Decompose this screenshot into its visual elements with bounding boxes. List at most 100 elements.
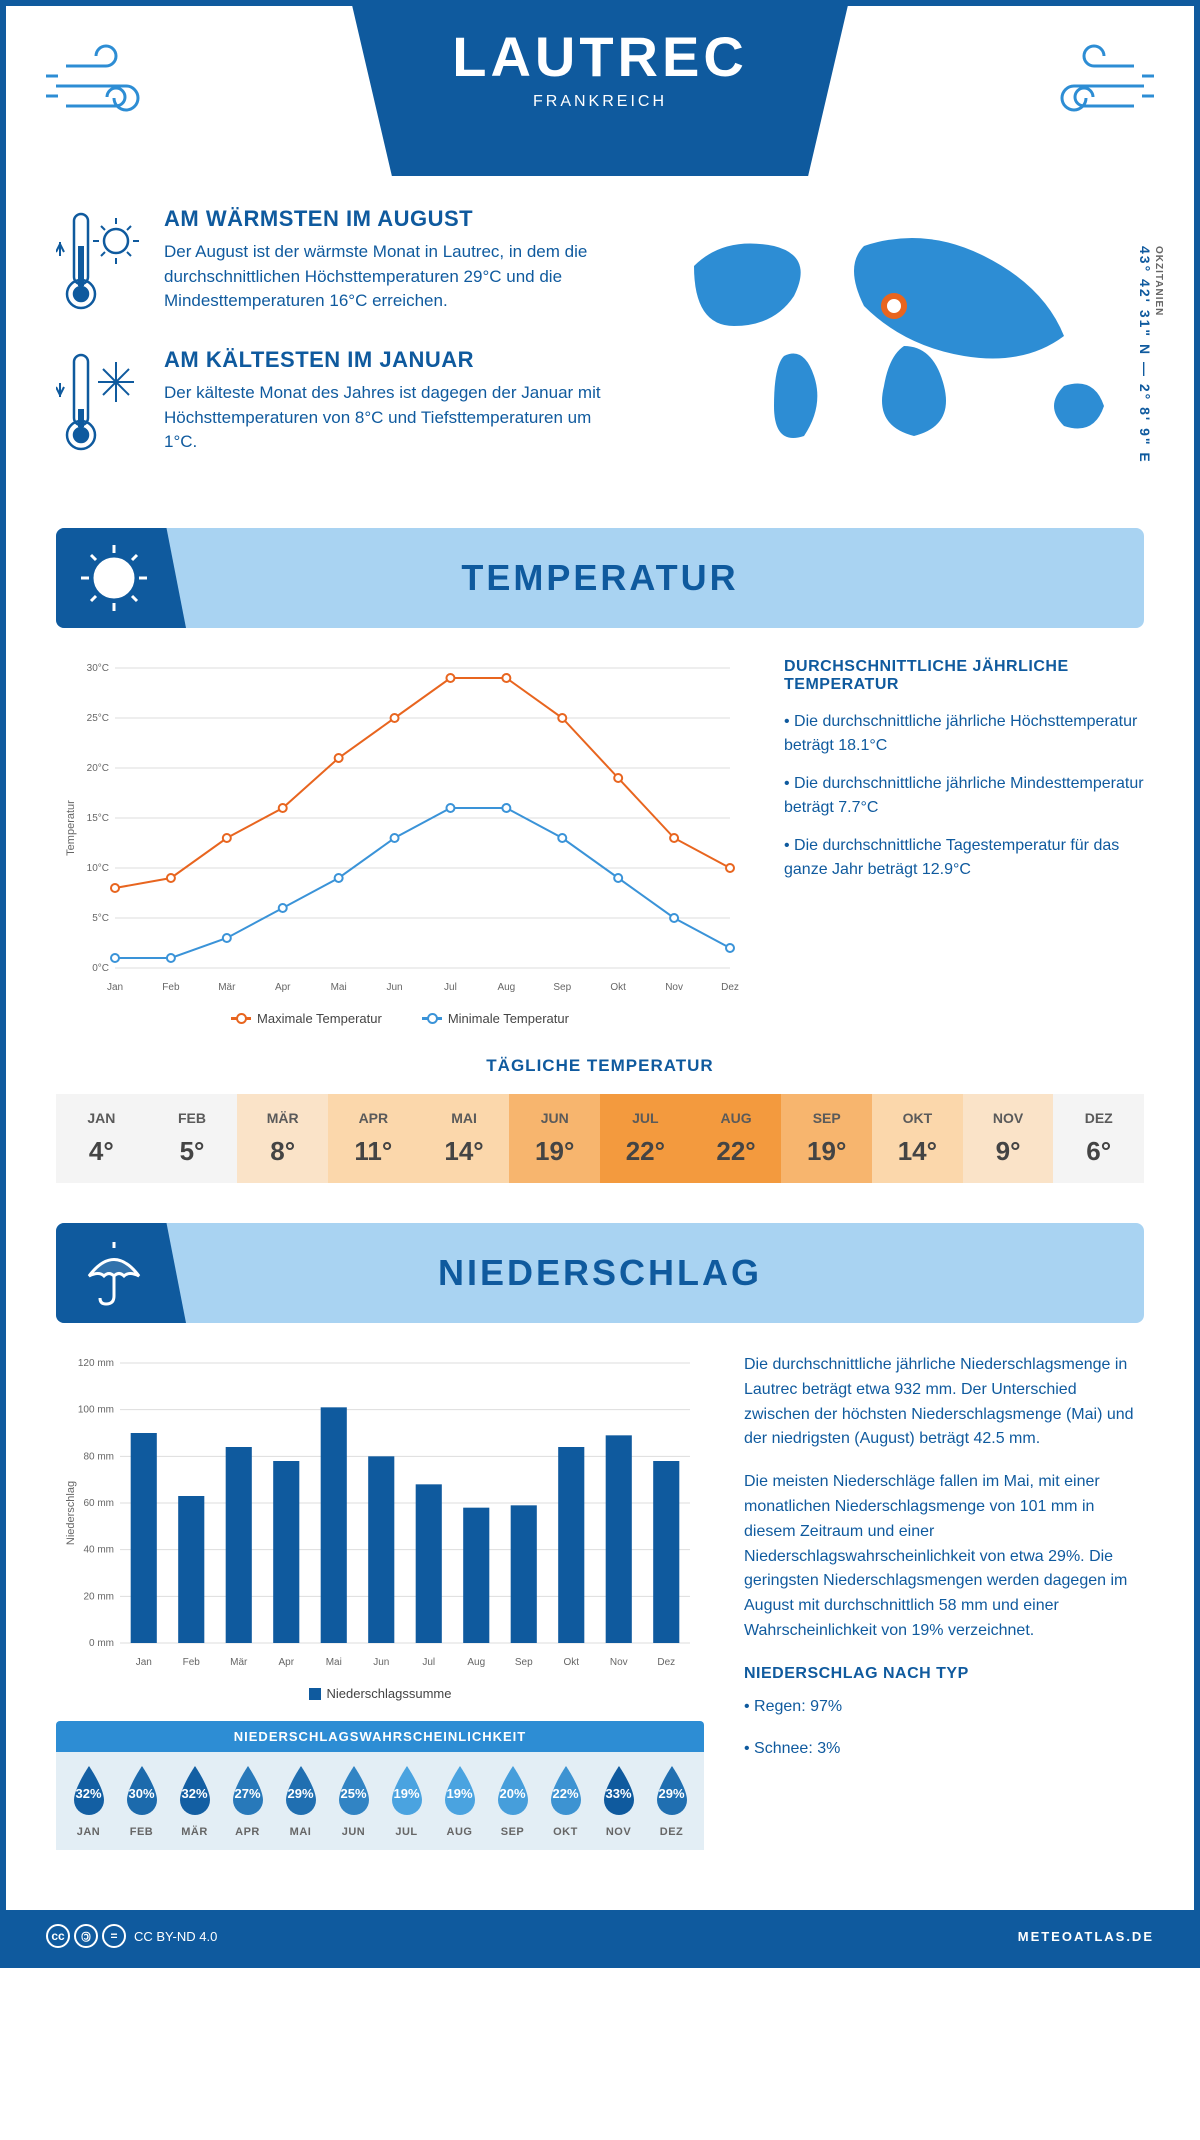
coordinates: OKZITANIEN 43° 42' 31" N — 2° 8' 9" E: [1137, 246, 1164, 464]
sun-icon: [56, 528, 186, 628]
svg-text:Aug: Aug: [497, 982, 515, 993]
license-text: CC BY-ND 4.0: [134, 1929, 217, 1944]
daily-temp-cell: NOV9°: [963, 1094, 1054, 1183]
prob-cell: 32%MÄR: [168, 1764, 221, 1838]
svg-text:Okt: Okt: [563, 1657, 579, 1668]
precip-rain: • Regen: 97%: [744, 1695, 1144, 1720]
precip-p2: Die meisten Niederschläge fallen im Mai,…: [744, 1470, 1144, 1644]
svg-text:Mai: Mai: [331, 982, 347, 993]
daily-temp-cell: JUL22°: [600, 1094, 691, 1183]
coldest-text: AM KÄLTESTEN IM JANUAR Der kälteste Mona…: [164, 347, 624, 462]
legend-max: Maximale Temperatur: [231, 1011, 382, 1026]
intro-row: AM WÄRMSTEN IM AUGUST Der August ist der…: [56, 206, 1144, 488]
prob-cell: 30%FEB: [115, 1764, 168, 1838]
svg-text:Apr: Apr: [278, 1657, 294, 1668]
daily-temp-cell: MÄR8°: [237, 1094, 328, 1183]
prob-cell: 19%AUG: [433, 1764, 486, 1838]
coldest-block: AM KÄLTESTEN IM JANUAR Der kälteste Mona…: [56, 347, 624, 462]
daily-temp-cell: MAI14°: [419, 1094, 510, 1183]
warmest-body: Der August ist der wärmste Monat in Laut…: [164, 240, 624, 314]
svg-text:Temperatur: Temperatur: [65, 800, 77, 856]
warmest-heading: AM WÄRMSTEN IM AUGUST: [164, 206, 624, 232]
svg-text:Feb: Feb: [162, 982, 180, 993]
daily-temp-cell: AUG22°: [691, 1094, 782, 1183]
svg-text:Jan: Jan: [136, 1657, 152, 1668]
svg-text:Jul: Jul: [444, 982, 457, 993]
footer: cc 🄯 = CC BY-ND 4.0 METEOATLAS.DE: [6, 1910, 1194, 1962]
prob-row: 32%JAN30%FEB32%MÄR27%APR29%MAI25%JUN19%J…: [56, 1752, 704, 1850]
prob-cell: 22%OKT: [539, 1764, 592, 1838]
footer-left: cc 🄯 = CC BY-ND 4.0: [46, 1924, 217, 1948]
coords-main: 43° 42' 31" N — 2° 8' 9" E: [1137, 246, 1153, 464]
warmest-text: AM WÄRMSTEN IM AUGUST Der August ist der…: [164, 206, 624, 321]
precip-p1: Die durchschnittliche jährliche Niedersc…: [744, 1353, 1144, 1452]
prob-heading: NIEDERSCHLAGSWAHRSCHEINLICHKEIT: [56, 1721, 704, 1752]
precip-type-heading: NIEDERSCHLAG NACH TYP: [744, 1662, 1144, 1687]
wind-icon-left: [46, 36, 176, 141]
temp-fact-2: • Die durchschnittliche jährliche Mindes…: [784, 772, 1144, 820]
svg-text:15°C: 15°C: [87, 813, 109, 824]
precip-legend: Niederschlagssumme: [56, 1686, 704, 1701]
by-icon: 🄯: [74, 1924, 98, 1948]
precip-section-banner: NIEDERSCHLAG: [56, 1223, 1144, 1323]
daily-temp-cell: DEZ6°: [1053, 1094, 1144, 1183]
cc-icons: cc 🄯 =: [46, 1924, 126, 1948]
svg-text:Mär: Mär: [230, 1657, 248, 1668]
content: AM WÄRMSTEN IM AUGUST Der August ist der…: [6, 176, 1194, 1910]
svg-text:40 mm: 40 mm: [83, 1545, 114, 1556]
intro-left: AM WÄRMSTEN IM AUGUST Der August ist der…: [56, 206, 624, 488]
precip-row: Niederschlag0 mm20 mm40 mm60 mm80 mm100 …: [56, 1353, 1144, 1850]
cc-icon: cc: [46, 1924, 70, 1948]
page-frame: LAUTREC FRANKREICH AM WÄRMSTEN IM AUGUST…: [0, 0, 1200, 1968]
svg-text:Nov: Nov: [665, 982, 683, 993]
daily-temp-cell: JUN19°: [509, 1094, 600, 1183]
temp-facts: DURCHSCHNITTLICHE JÄHRLICHE TEMPERATUR •…: [784, 658, 1144, 1026]
coldest-heading: AM KÄLTESTEN IM JANUAR: [164, 347, 624, 373]
thermometer-hot-icon: [56, 206, 146, 321]
svg-text:20 mm: 20 mm: [83, 1591, 114, 1602]
svg-text:30°C: 30°C: [87, 663, 109, 674]
svg-text:Feb: Feb: [183, 1657, 201, 1668]
title-banner: LAUTREC FRANKREICH: [352, 6, 848, 176]
svg-text:Jun: Jun: [373, 1657, 389, 1668]
prob-cell: 25%JUN: [327, 1764, 380, 1838]
daily-temp-cell: FEB5°: [147, 1094, 238, 1183]
daily-temp-cell: SEP19°: [781, 1094, 872, 1183]
legend-max-label: Maximale Temperatur: [257, 1011, 382, 1026]
nd-icon: =: [102, 1924, 126, 1948]
temp-fact-1: • Die durchschnittliche jährliche Höchst…: [784, 710, 1144, 758]
site-name: METEOATLAS.DE: [1018, 1929, 1154, 1944]
svg-text:Nov: Nov: [610, 1657, 628, 1668]
svg-text:Mär: Mär: [218, 982, 236, 993]
svg-text:Jul: Jul: [422, 1657, 435, 1668]
svg-text:80 mm: 80 mm: [83, 1451, 114, 1462]
svg-text:Niederschlag: Niederschlag: [65, 1481, 77, 1545]
wind-icon-right: [1024, 36, 1154, 141]
world-map: OKZITANIEN 43° 42' 31" N — 2° 8' 9" E: [664, 206, 1144, 488]
svg-text:Dez: Dez: [721, 982, 739, 993]
coords-region: OKZITANIEN: [1153, 246, 1164, 460]
svg-text:Okt: Okt: [610, 982, 626, 993]
svg-text:Jan: Jan: [107, 982, 123, 993]
prob-cell: 20%SEP: [486, 1764, 539, 1838]
temp-section-banner: TEMPERATUR: [56, 528, 1144, 628]
warmest-block: AM WÄRMSTEN IM AUGUST Der August ist der…: [56, 206, 624, 321]
daily-temp-row: JAN4°FEB5°MÄR8°APR11°MAI14°JUN19°JUL22°A…: [56, 1094, 1144, 1183]
temp-facts-heading: DURCHSCHNITTLICHE JÄHRLICHE TEMPERATUR: [784, 658, 1144, 694]
prob-cell: 32%JAN: [62, 1764, 115, 1838]
svg-text:100 mm: 100 mm: [78, 1405, 114, 1416]
svg-text:Sep: Sep: [515, 1657, 533, 1668]
daily-temp-cell: JAN4°: [56, 1094, 147, 1183]
daily-temp-cell: OKT14°: [872, 1094, 963, 1183]
legend-min-label: Minimale Temperatur: [448, 1011, 569, 1026]
legend-min: Minimale Temperatur: [422, 1011, 569, 1026]
svg-text:10°C: 10°C: [87, 863, 109, 874]
thermometer-cold-icon: [56, 347, 146, 462]
svg-text:25°C: 25°C: [87, 713, 109, 724]
svg-text:0°C: 0°C: [92, 963, 109, 974]
svg-text:60 mm: 60 mm: [83, 1498, 114, 1509]
precip-right: Die durchschnittliche jährliche Niedersc…: [744, 1353, 1144, 1850]
page-title: LAUTREC: [452, 24, 748, 89]
temp-row: Temperatur0°C5°C10°C15°C20°C25°C30°CJanF…: [56, 658, 1144, 1026]
precip-snow: • Schnee: 3%: [744, 1737, 1144, 1762]
